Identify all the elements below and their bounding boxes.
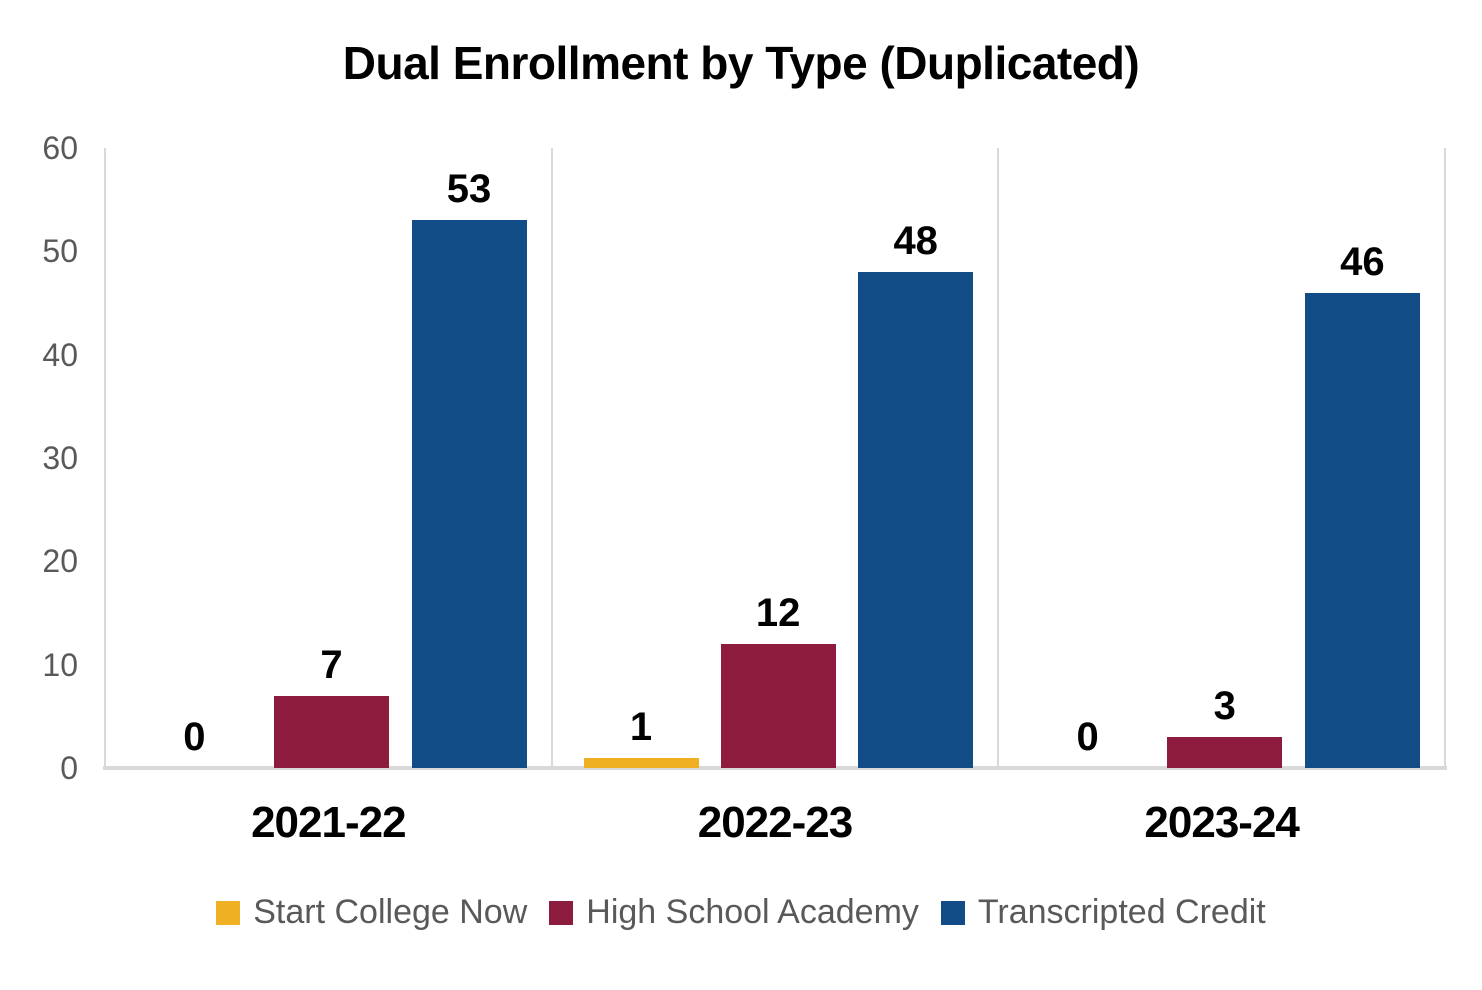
bar-transcripted-credit-2021-22 xyxy=(411,220,527,768)
data-label: 7 xyxy=(320,642,343,687)
legend-label: Start College Now xyxy=(253,893,528,931)
y-axis-tick-label: 20 xyxy=(42,543,78,580)
data-label: 53 xyxy=(446,167,492,212)
bar-high-school-academy-2022-23 xyxy=(720,644,836,768)
data-label: 0 xyxy=(1076,715,1099,759)
y-axis-tick-label: 30 xyxy=(42,440,78,476)
data-label: 48 xyxy=(893,219,938,263)
y-axis-tick-label: 40 xyxy=(42,336,78,373)
category-separator-line xyxy=(997,148,1000,768)
y-axis-line xyxy=(104,148,106,768)
data-label: 0 xyxy=(183,715,206,759)
category-separator-line xyxy=(550,148,553,768)
bar-high-school-academy-2021-22 xyxy=(273,695,389,768)
legend-swatch-icon xyxy=(940,900,965,925)
y-axis-tick-label: 60 xyxy=(42,130,78,166)
legend: Start College Now High School Academy Tran… xyxy=(0,893,1482,932)
legend-swatch-icon xyxy=(549,900,574,925)
x-axis-category-label: 2022-23 xyxy=(697,798,853,847)
data-label: 46 xyxy=(1340,239,1385,284)
legend-label: High School Academy xyxy=(586,893,919,931)
data-label: 12 xyxy=(755,591,801,635)
bar-high-school-academy-2023-24 xyxy=(1167,737,1283,768)
bar-transcripted-credit-2022-23 xyxy=(858,272,974,768)
category-separator-line xyxy=(1444,148,1446,768)
data-label: 3 xyxy=(1213,684,1236,728)
x-axis-category-label: 2023-24 xyxy=(1144,798,1299,847)
bar-start-college-now-2022-23 xyxy=(583,757,699,768)
data-label: 1 xyxy=(629,704,653,749)
legend-item-high-school-academy: High School Academy xyxy=(549,893,919,932)
y-axis-tick-label: 10 xyxy=(42,646,78,683)
chart-title: Dual Enrollment by Type (Duplicated) xyxy=(342,37,1140,89)
y-axis-tick-label: 50 xyxy=(42,233,78,270)
legend-swatch-icon xyxy=(216,900,241,925)
bar-transcripted-credit-2023-24 xyxy=(1304,292,1420,768)
x-axis-line xyxy=(103,766,1447,770)
y-axis-tick-label: 0 xyxy=(60,750,78,786)
legend-item-transcripted-credit: Transcripted Credit xyxy=(940,893,1266,932)
legend-item-start-college-now: Start College Now xyxy=(216,893,527,932)
x-axis-category-label: 2021-22 xyxy=(251,798,406,847)
legend-label: Transcripted Credit xyxy=(977,893,1266,931)
